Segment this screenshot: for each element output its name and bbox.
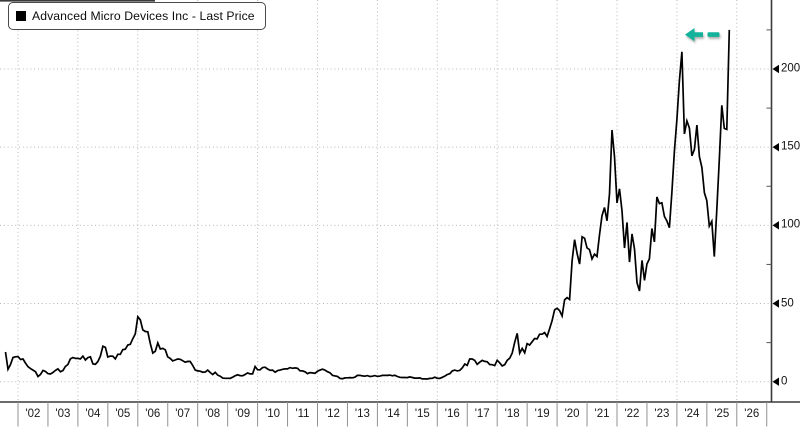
- x-axis-year-label: '09: [235, 408, 251, 420]
- x-axis-year-label: '17: [474, 408, 490, 420]
- x-axis-year-label: '13: [354, 408, 370, 420]
- y-axis-tick-label: 50: [781, 296, 794, 309]
- legend-marker-icon: [16, 11, 26, 21]
- price-line: [4, 29, 731, 380]
- arrow-head-icon: [684, 28, 703, 42]
- x-axis-year-label: '20: [564, 408, 580, 420]
- x-axis-year-label: '24: [684, 408, 700, 420]
- x-axis-year-label: '19: [534, 408, 550, 420]
- x-axis-year-label: '12: [324, 408, 340, 420]
- x-axis-year-label: '23: [654, 408, 670, 420]
- y-major-tick-arrow-icon: [772, 299, 779, 308]
- x-axis-year-label: '14: [384, 408, 400, 420]
- x-axis-year-label: '15: [414, 408, 430, 420]
- y-axis-tick-label: 0: [781, 374, 788, 387]
- y-major-tick-arrow-icon: [772, 64, 779, 74]
- legend[interactable]: Advanced Micro Devices Inc - Last Price: [8, 2, 266, 30]
- x-axis-year-label: '26: [744, 408, 760, 420]
- x-axis-year-label: '16: [444, 408, 460, 420]
- legend-label: Advanced Micro Devices Inc - Last Price: [32, 9, 255, 23]
- x-axis-year-label: '06: [145, 408, 161, 420]
- x-axis-year-label: '08: [205, 408, 221, 420]
- x-axis-year-label: '21: [594, 408, 610, 420]
- y-axis-tick-label: 200: [781, 62, 800, 75]
- x-axis-year-label: '22: [624, 408, 640, 420]
- x-axis-year-label: '07: [175, 408, 191, 420]
- axis-ticks: [766, 29, 779, 386]
- y-axis-tick-label: 150: [781, 140, 800, 153]
- x-axis-year-label: '10: [265, 408, 281, 420]
- y-major-tick-arrow-icon: [772, 377, 779, 386]
- x-axis-year-label: '05: [115, 408, 131, 420]
- x-axis-year-label: '18: [504, 408, 520, 420]
- x-axis-year-label: '02: [25, 408, 41, 420]
- x-axis-year-label: '04: [85, 408, 101, 420]
- x-axis-year-label: '11: [295, 408, 310, 420]
- x-axis-year-label: '03: [55, 408, 71, 420]
- dashed-arrow-annotation: [684, 28, 720, 42]
- y-axis-tick-label: 100: [781, 218, 800, 231]
- y-major-tick-arrow-icon: [772, 142, 779, 152]
- x-axis-year-label: '25: [714, 408, 730, 420]
- price-line-series: [4, 29, 731, 380]
- gridlines: [0, 0, 772, 402]
- y-major-tick-arrow-icon: [772, 221, 779, 230]
- arrow-dash-icon: [707, 32, 720, 37]
